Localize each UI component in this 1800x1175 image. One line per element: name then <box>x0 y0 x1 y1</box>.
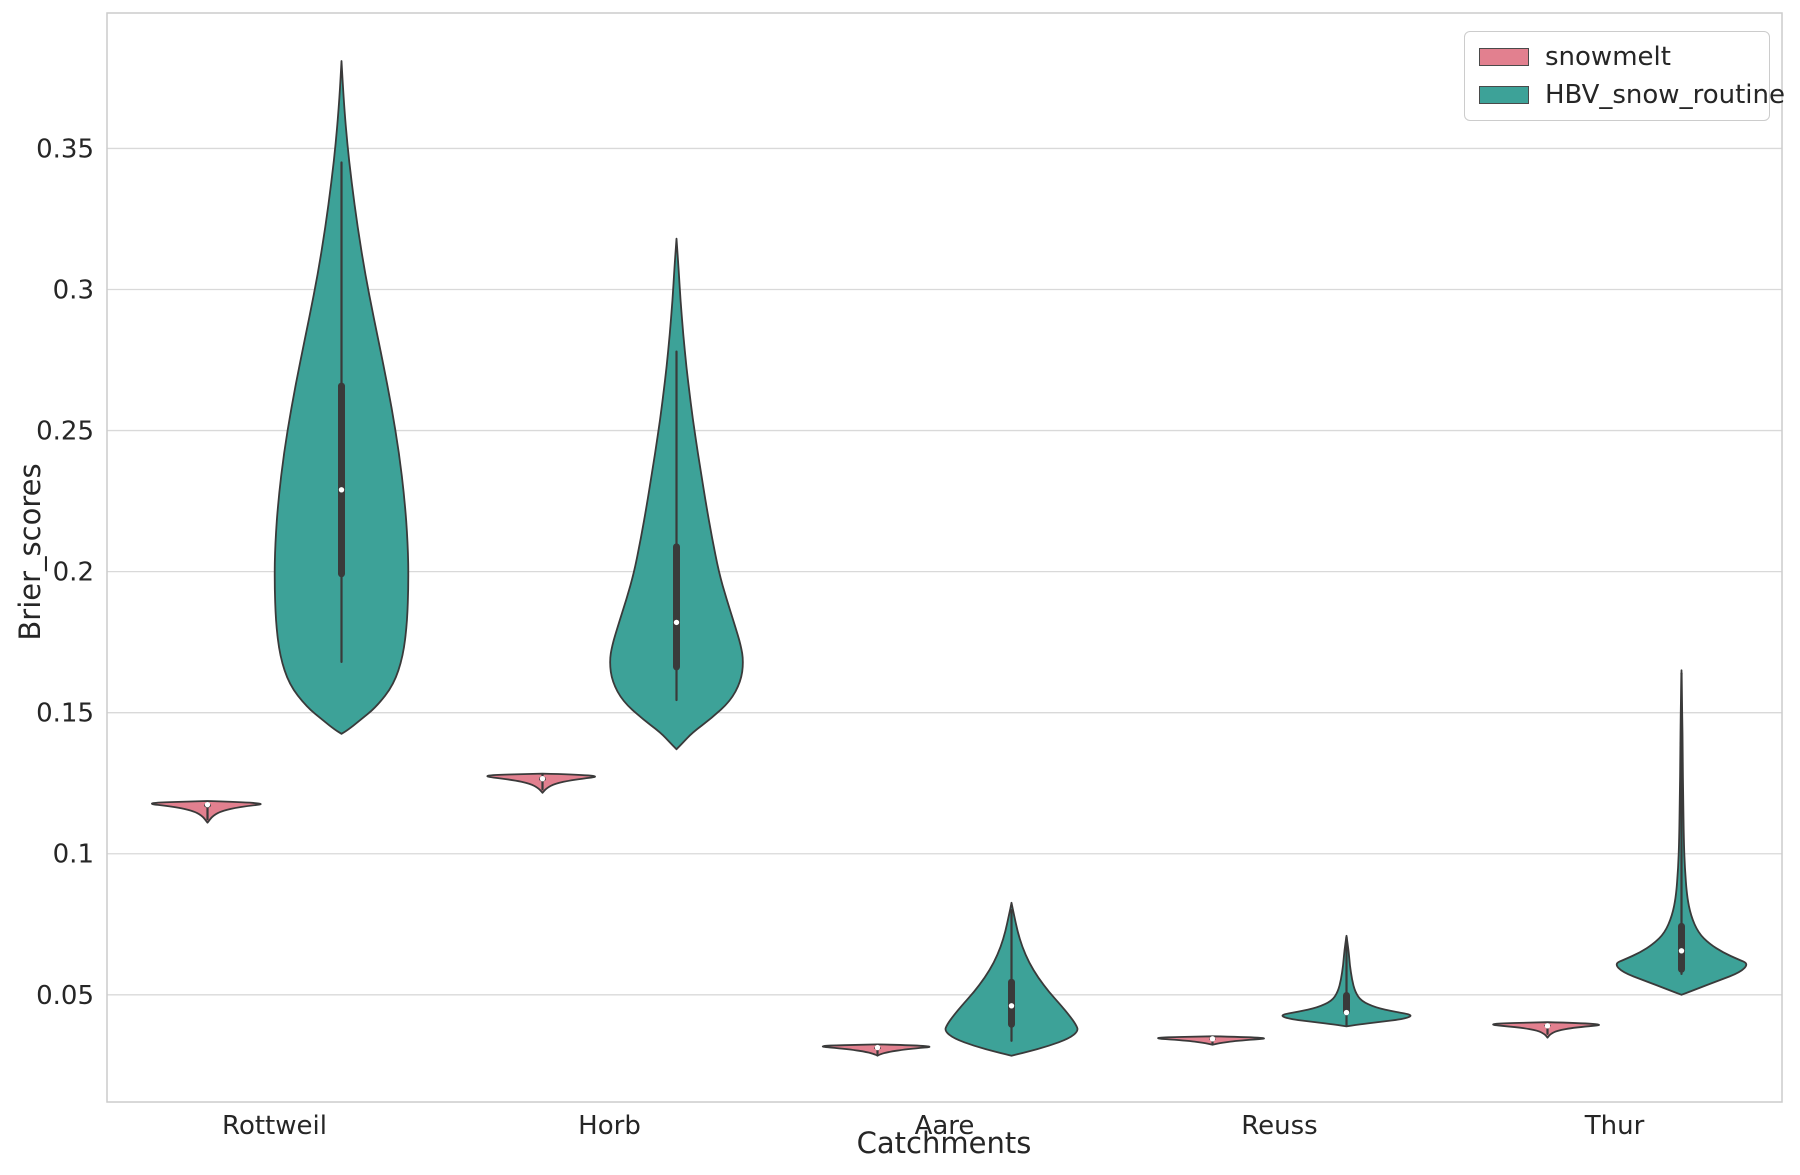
median-dot <box>874 1044 881 1051</box>
y-tick-label: 0.05 <box>36 981 94 1011</box>
iqr-box <box>1343 991 1350 1016</box>
legend-item-snowmelt: snowmelt <box>1479 43 1755 72</box>
violin-Aare-snowmelt <box>821 1043 931 1057</box>
violin-body <box>1492 1021 1600 1039</box>
violin-Reuss-HBV_snow_routine <box>1281 934 1412 1028</box>
plot-border <box>106 12 1783 1103</box>
x-tick-label: Thur <box>1584 1111 1645 1141</box>
median-dot <box>1209 1036 1216 1042</box>
median-dot <box>673 619 680 626</box>
violin-body <box>151 800 262 824</box>
median-dot <box>1008 1003 1015 1009</box>
iqr-box <box>1678 922 1685 973</box>
median-dot <box>539 775 546 782</box>
y-tick-label: 0.15 <box>36 699 94 729</box>
iqr-box <box>673 543 680 671</box>
x-tick-label: Rottweil <box>222 1111 327 1141</box>
violin-Thur-snowmelt <box>1492 1021 1600 1039</box>
y-tick-label: 0.2 <box>53 558 94 588</box>
median-dot <box>204 801 211 808</box>
violin-Aare-HBV_snow_routine <box>944 901 1079 1057</box>
x-tick-label: Horb <box>578 1111 641 1141</box>
violin-Rottweil-snowmelt <box>151 800 262 824</box>
y-tick-label: 0.3 <box>53 275 94 305</box>
x-axis-title: Catchments <box>856 1126 1032 1160</box>
x-tick-label: Reuss <box>1241 1111 1317 1141</box>
y-tick-label: 0.25 <box>36 417 94 447</box>
violin-Horb-snowmelt <box>486 772 596 794</box>
violin-Reuss-snowmelt <box>1157 1035 1265 1046</box>
y-tick-label: 0.35 <box>36 134 94 164</box>
legend-label-hbv-snow-routine: HBV_snow_routine <box>1545 79 1785 110</box>
x-tick-label: Aare <box>915 1111 975 1141</box>
median-dot <box>1343 1009 1350 1016</box>
median-dot <box>338 487 345 493</box>
violin-Thur-HBV_snow_routine <box>1615 669 1748 996</box>
legend-item-hbv-snow-routine: HBV_snow_routine <box>1479 80 1785 110</box>
violin-body <box>821 1043 931 1057</box>
iqr-box <box>338 382 345 578</box>
violin-Horb-HBV_snow_routine <box>609 237 744 751</box>
y-axis-title: Brier_scores <box>13 463 47 641</box>
hbv-snow-routine-swatch-icon <box>1479 85 1529 104</box>
legend: snowmelt HBV_snow_routine <box>1464 31 1785 122</box>
median-dot <box>1544 1023 1551 1029</box>
median-dot <box>1678 948 1685 954</box>
violin-Rottweil-HBV_snow_routine <box>273 60 410 735</box>
y-tick-label: 0.1 <box>53 840 94 870</box>
legend-label-snowmelt: snowmelt <box>1545 42 1671 72</box>
snowmelt-swatch-icon <box>1479 48 1529 67</box>
violin-body <box>486 772 596 794</box>
